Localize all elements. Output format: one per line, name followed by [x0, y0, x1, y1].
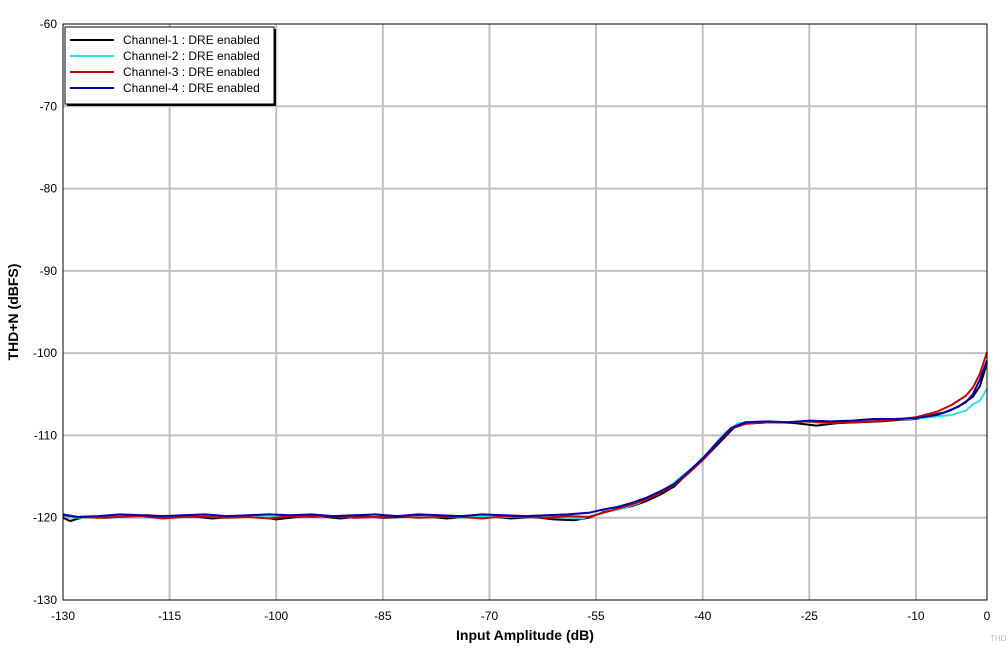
- x-tick-labels: -130 -115 -100 -85 -70 -55 -40 -25 -10 0: [51, 609, 991, 623]
- x-tick-label: -40: [694, 609, 712, 623]
- x-tick-label: -25: [801, 609, 819, 623]
- x-tick-label: -85: [374, 609, 392, 623]
- y-tick-label: -130: [33, 593, 57, 607]
- plot-area-frame: [62, 23, 988, 601]
- x-tick-label: -70: [481, 609, 499, 623]
- y-tick-label: -80: [40, 182, 58, 196]
- y-tick-label: -100: [33, 346, 57, 360]
- series-line: [62, 360, 988, 518]
- y-tick-label: -120: [33, 511, 57, 525]
- x-tick-label: -55: [587, 609, 605, 623]
- x-tick-label: -10: [907, 609, 925, 623]
- x-tick-label: -130: [51, 609, 75, 623]
- y-tick-label: -90: [40, 264, 58, 278]
- legend-label: Channel-3 : DRE enabled: [123, 65, 260, 79]
- y-tick-label: -70: [40, 99, 58, 113]
- y-tick-label: -60: [40, 17, 58, 31]
- legend: Channel-1 : DRE enabled Channel-2 : DRE e…: [64, 26, 276, 106]
- legend-items: Channel-1 : DRE enabled Channel-2 : DRE e…: [70, 33, 260, 95]
- x-axis-title: Input Amplitude (dB): [456, 627, 594, 643]
- legend-label: Channel-2 : DRE enabled: [123, 49, 260, 63]
- x-tick-label: -100: [264, 609, 288, 623]
- x-tick-label: -115: [158, 609, 181, 623]
- series-line: [62, 351, 988, 520]
- y-axis-title: THD+N (dBFS): [5, 264, 21, 361]
- y-tick-labels: -60 -70 -80 -90 -100 -110 -120 -130: [33, 17, 57, 607]
- series-layer: [62, 351, 988, 522]
- watermark: THD: [990, 634, 1007, 643]
- legend-label: Channel-4 : DRE enabled: [123, 81, 260, 95]
- y-tick-label: -110: [34, 428, 57, 442]
- legend-label: Channel-1 : DRE enabled: [123, 33, 260, 47]
- x-tick-label: 0: [984, 609, 991, 623]
